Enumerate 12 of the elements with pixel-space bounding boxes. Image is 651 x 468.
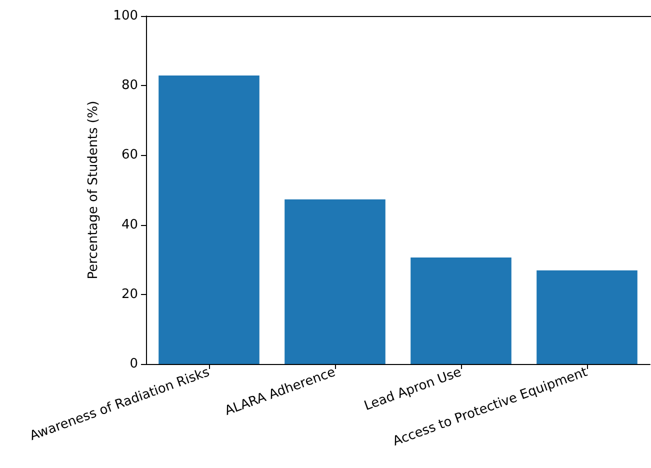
x-tick-label: Lead Apron Use: [362, 364, 464, 414]
bar: [536, 270, 638, 364]
bar: [284, 199, 386, 364]
bar: [410, 258, 512, 364]
y-axis-title: Percentage of Students (%): [86, 100, 101, 280]
bar: [158, 76, 260, 364]
y-tick-label: 100: [113, 8, 138, 24]
y-tick-label: 80: [121, 78, 138, 94]
y-tick-label: 60: [121, 148, 138, 163]
y-tick-label: 0: [130, 356, 138, 372]
y-tick-label: 40: [121, 217, 138, 232]
y-tick-label: 20: [121, 286, 138, 302]
